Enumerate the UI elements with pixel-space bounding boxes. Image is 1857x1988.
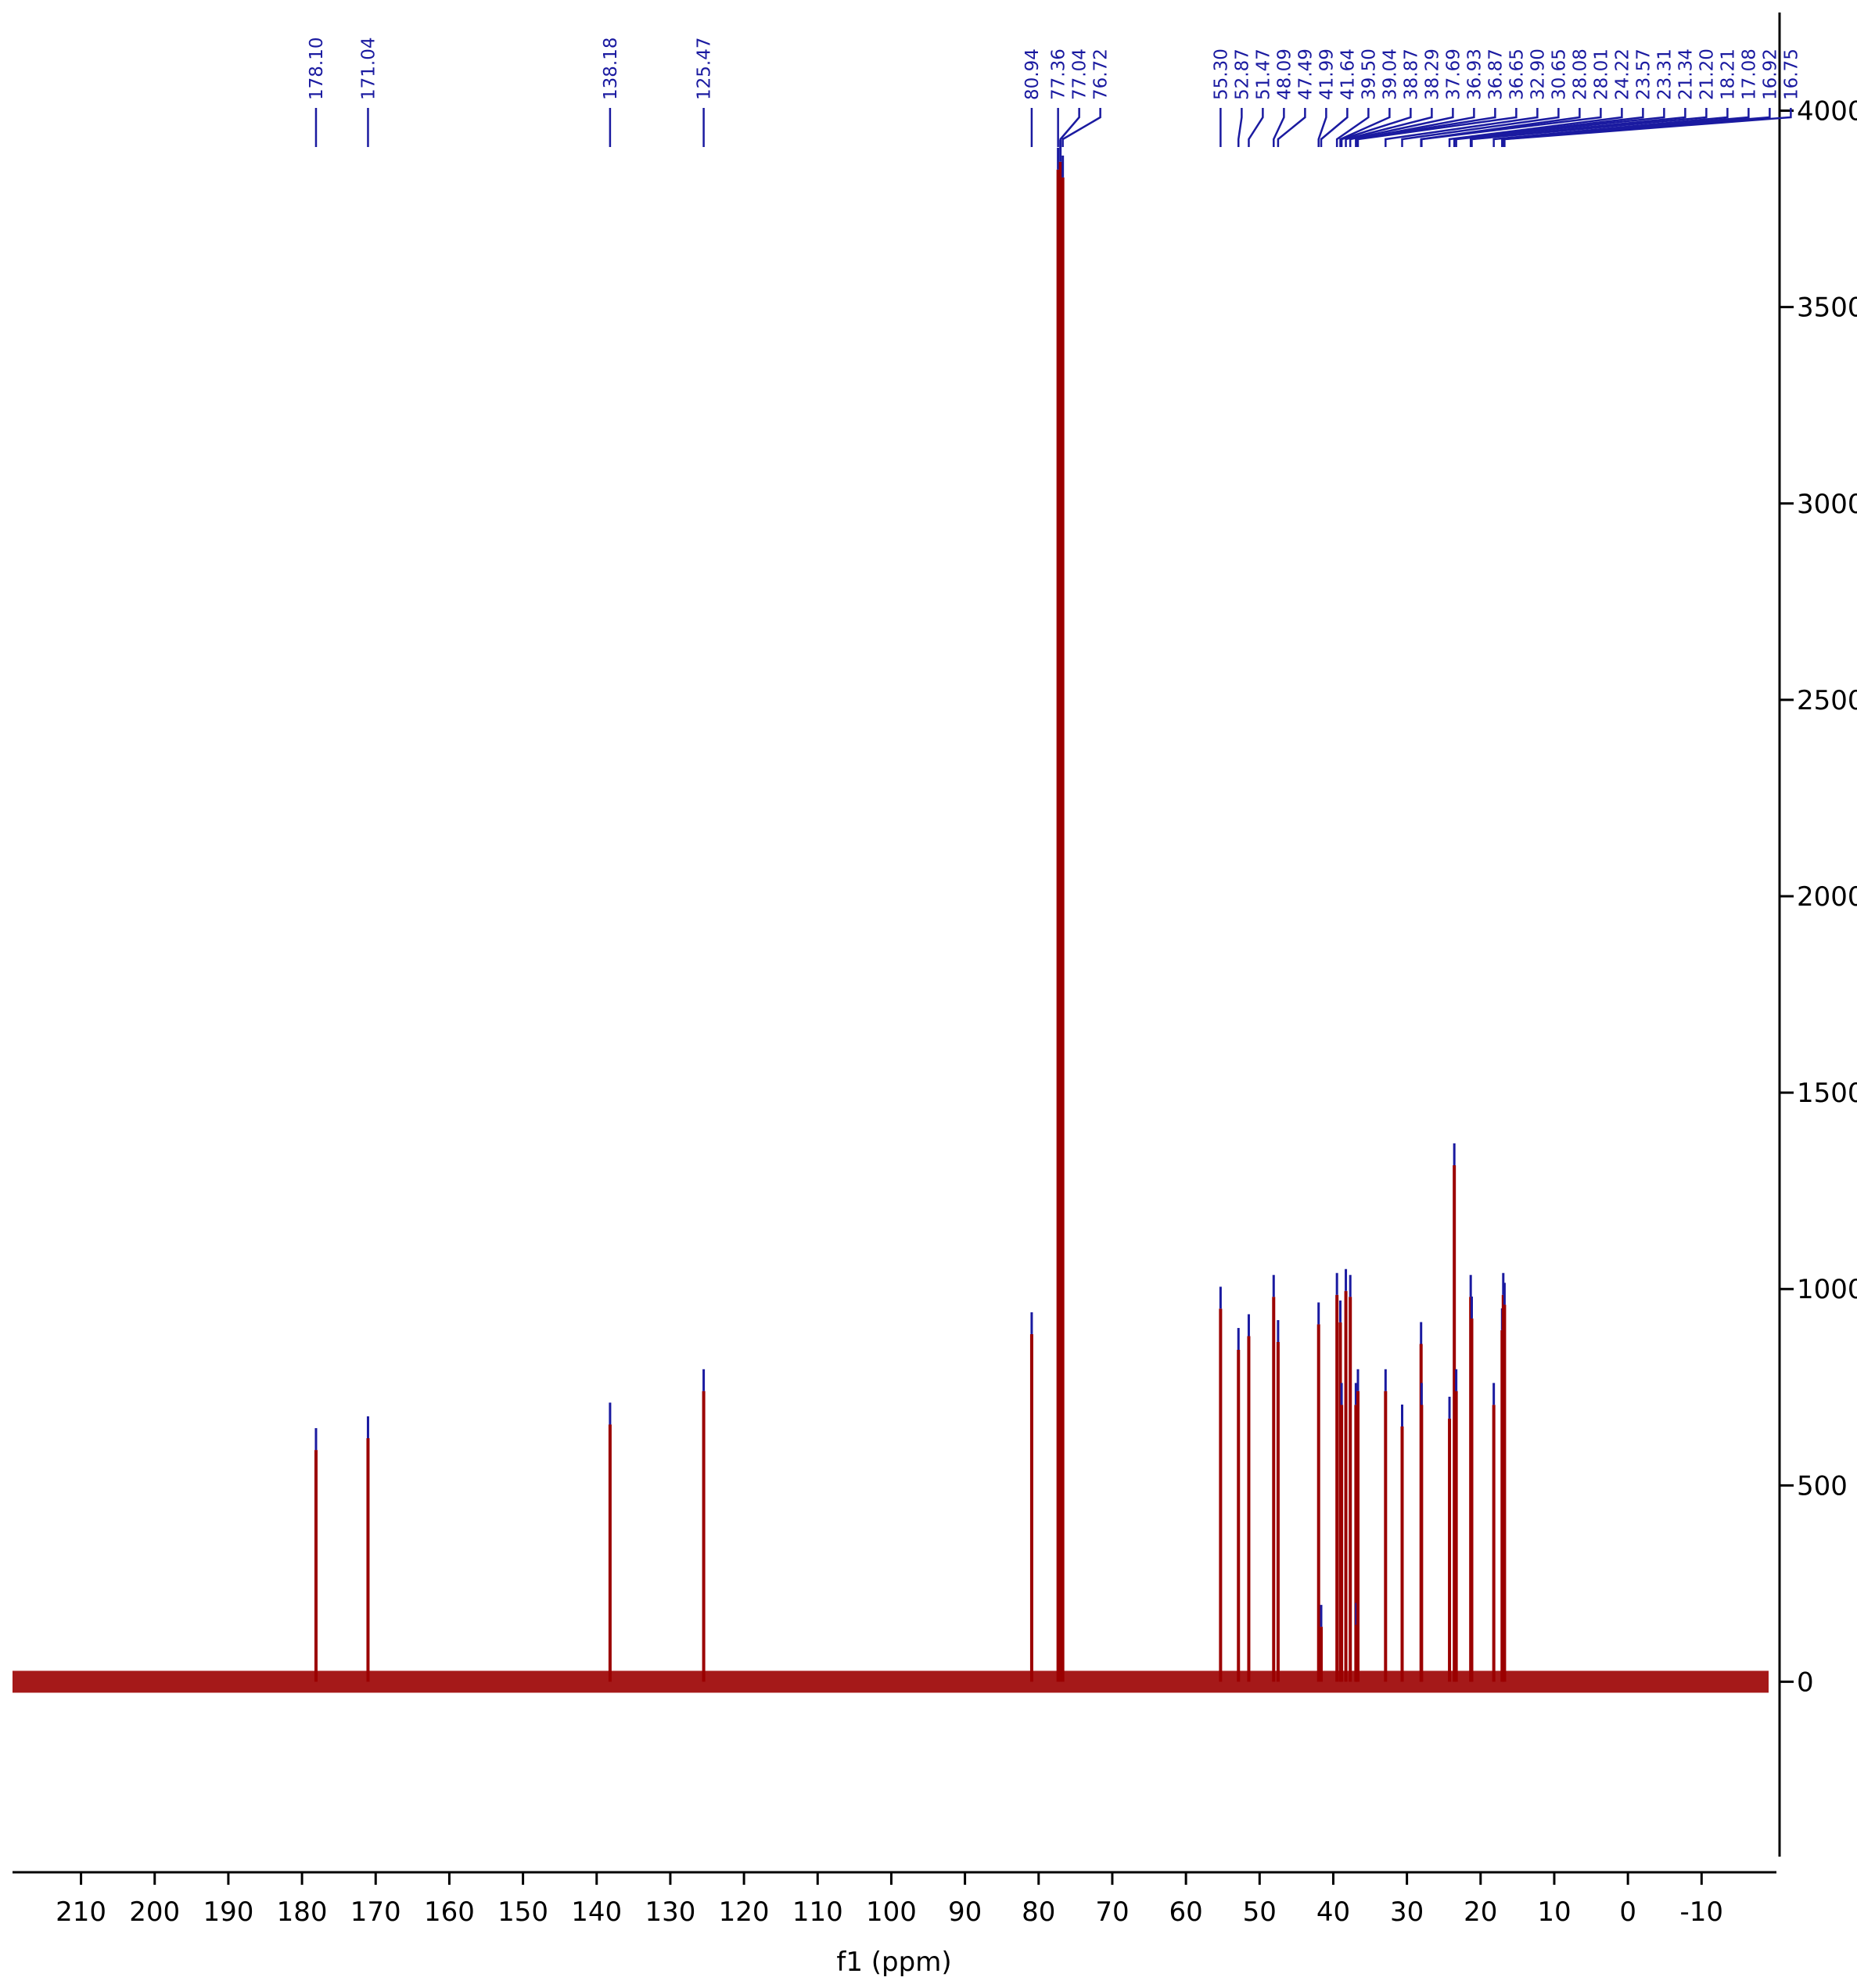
peak-label: 38.87 — [1401, 48, 1421, 100]
peak-connector — [1455, 108, 1665, 147]
peak-connector — [1061, 108, 1101, 147]
peak-label: 39.04 — [1380, 48, 1400, 100]
peak-label: 36.93 — [1464, 48, 1485, 100]
peak-connector — [1385, 108, 1539, 147]
peak-connector — [1273, 108, 1285, 147]
peak-label: 36.65 — [1507, 48, 1527, 100]
x-tick-label: 160 — [424, 1896, 475, 1928]
peak-label: 51.47 — [1253, 48, 1273, 100]
baseline — [13, 1670, 1769, 1693]
peak-connector — [1349, 108, 1454, 147]
peak-label: 47.49 — [1295, 48, 1316, 100]
x-tick-label: 70 — [1095, 1896, 1129, 1928]
y-tick-label: 0 — [1797, 1667, 1814, 1698]
x-tick-label: 190 — [203, 1896, 253, 1928]
peak-label: 80.94 — [1022, 48, 1043, 100]
y-tick-label: 500 — [1797, 1470, 1848, 1502]
peak-label: 125.47 — [695, 38, 715, 100]
peak-connector — [1340, 108, 1412, 147]
peak-connector — [1277, 108, 1306, 147]
peak-connector — [1503, 108, 1792, 147]
peak-label: 36.87 — [1485, 48, 1506, 100]
peak-label: 178.10 — [307, 38, 327, 100]
peak-connector — [1492, 108, 1729, 147]
peak-label: 32.90 — [1528, 48, 1548, 100]
y-tick-label: 1500 — [1797, 1078, 1857, 1109]
x-tick-label: 0 — [1619, 1896, 1636, 1928]
peak-label: 76.72 — [1091, 48, 1112, 100]
peak-label: 23.57 — [1633, 48, 1654, 100]
peak-connector — [1345, 108, 1433, 147]
y-tick-label: 2500 — [1797, 685, 1857, 716]
x-tick-label: 150 — [497, 1896, 548, 1928]
peak-label: 41.64 — [1338, 48, 1358, 100]
peak-connector — [1320, 108, 1349, 147]
peak-label: 18.21 — [1718, 48, 1738, 100]
x-tick-label: 80 — [1022, 1896, 1055, 1928]
peak-label: 48.09 — [1274, 48, 1295, 100]
peak-connector — [1339, 108, 1391, 147]
peak-connector — [1469, 108, 1686, 147]
x-tick-label: 210 — [56, 1896, 106, 1928]
peak-label: 28.01 — [1591, 48, 1611, 100]
x-tick-label: 20 — [1464, 1896, 1497, 1928]
x-tick-label: 10 — [1537, 1896, 1571, 1928]
peak-connector — [1059, 108, 1080, 147]
x-tick-label: 30 — [1390, 1896, 1424, 1928]
x-tick-label: 140 — [571, 1896, 622, 1928]
peak-connector — [1237, 108, 1243, 147]
peak-label: 41.99 — [1316, 48, 1337, 100]
y-tick-label: 2000 — [1797, 881, 1857, 913]
peak-label: 138.18 — [601, 38, 621, 100]
x-tick-label: 50 — [1243, 1896, 1277, 1928]
y-tick-label: 3000 — [1797, 489, 1857, 520]
x-tick-label: 110 — [792, 1896, 843, 1928]
peak-connector — [1248, 108, 1264, 147]
x-tick-label: 130 — [645, 1896, 695, 1928]
x-tick-label: 90 — [948, 1896, 982, 1928]
x-tick-label: 120 — [719, 1896, 770, 1928]
peak-label: 23.31 — [1654, 48, 1675, 100]
y-tick-label: 3500 — [1797, 292, 1857, 324]
x-tick-label: 170 — [350, 1896, 401, 1928]
peak-label: 39.50 — [1359, 48, 1379, 100]
y-tick-label: 4000 — [1797, 96, 1857, 127]
peak-connector — [1356, 108, 1518, 147]
peak-label: 16.75 — [1781, 48, 1801, 100]
peak-label: 38.29 — [1422, 48, 1442, 100]
peak-label: 52.87 — [1232, 48, 1252, 100]
peak-label: 30.65 — [1549, 48, 1569, 100]
peak-connector — [1471, 108, 1708, 147]
x-tick-label: 180 — [277, 1896, 328, 1928]
x-tick-label: -10 — [1680, 1896, 1724, 1928]
x-tick-label: 200 — [129, 1896, 180, 1928]
peak-connector — [1453, 108, 1644, 147]
peak-label: 21.20 — [1697, 48, 1717, 100]
peak-connector — [1448, 108, 1623, 147]
peak-label: 24.22 — [1612, 48, 1633, 100]
peak-connector — [1401, 108, 1560, 147]
peak-connector — [1317, 108, 1327, 147]
peak-label: 28.08 — [1570, 48, 1590, 100]
peak-label: 37.69 — [1443, 48, 1464, 100]
x-tick-label: 60 — [1169, 1896, 1202, 1928]
peak-label: 21.34 — [1676, 48, 1696, 100]
peak-connector — [1421, 108, 1602, 147]
peak-connector — [1335, 108, 1370, 147]
peak-label: 16.92 — [1760, 48, 1780, 100]
peak-label: 55.30 — [1211, 48, 1231, 100]
peak-label: 77.04 — [1070, 48, 1090, 100]
peak-label: 171.04 — [358, 38, 379, 100]
peak-connector — [1355, 108, 1496, 147]
x-tick-label: 100 — [866, 1896, 917, 1928]
x-axis-label: f1 (ppm) — [836, 1947, 951, 1978]
x-tick-label: 40 — [1316, 1896, 1350, 1928]
peak-label: 17.08 — [1739, 48, 1759, 100]
y-tick-label: 1000 — [1797, 1274, 1857, 1305]
peak-label: 77.36 — [1049, 48, 1069, 100]
